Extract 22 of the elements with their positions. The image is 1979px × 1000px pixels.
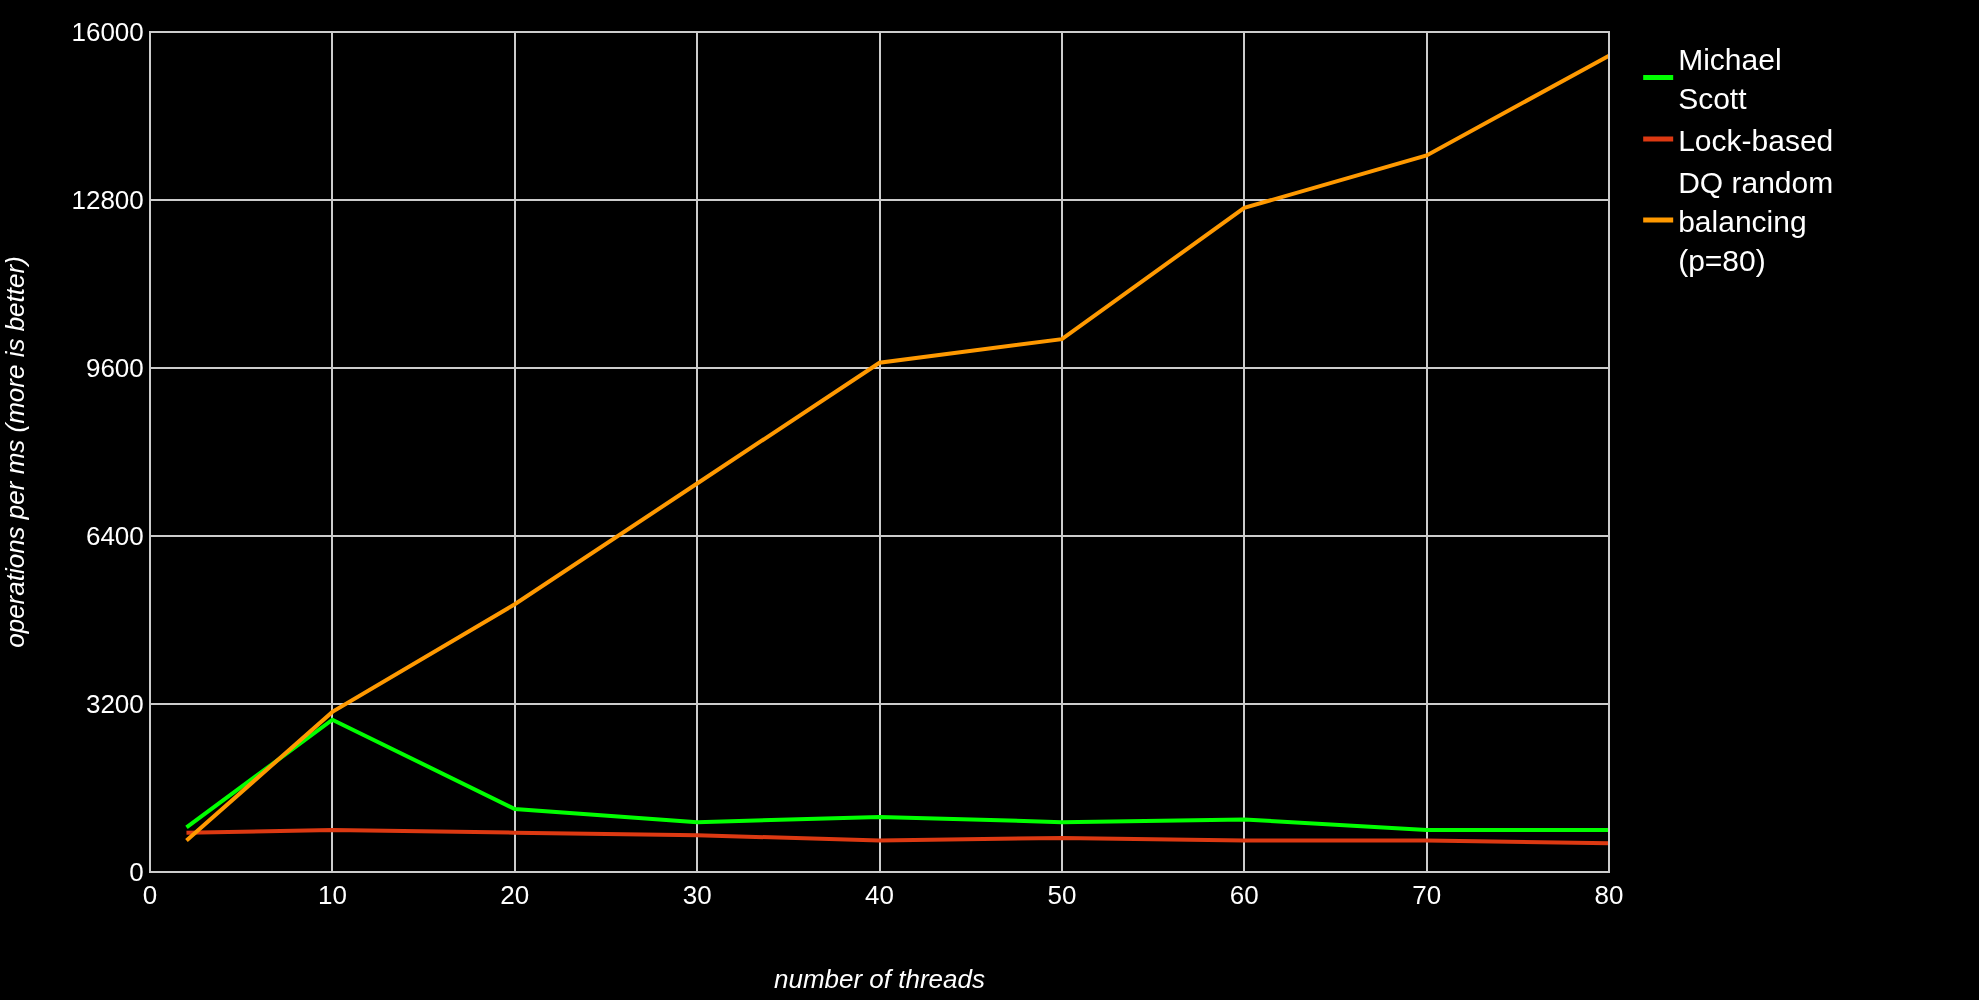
y-tick-label: 9600 (85, 353, 144, 384)
y-tick-label: 6400 (85, 521, 144, 552)
legend-label: Michael Scott (1678, 42, 1782, 115)
x-tick-label: 40 (865, 880, 894, 911)
x-axis-title: number of threads (773, 963, 986, 994)
x-tick-label: 20 (500, 880, 530, 911)
y-tick-label: 3200 (85, 689, 144, 720)
x-tick-label: 60 (1229, 880, 1259, 911)
x-tick-label: 80 (1594, 880, 1624, 911)
y-tick-label: 12800 (71, 185, 144, 216)
line-series (184, 828, 1609, 846)
x-tick-label: 70 (1412, 880, 1442, 911)
legend-label: DQ random balancing (p=80) (1678, 165, 1834, 277)
y-tick-label: 16000 (71, 17, 144, 48)
x-tick-label: 10 (317, 880, 347, 911)
line-series (184, 53, 1609, 843)
y-axis-title: operations per ms (more is better) (0, 256, 30, 648)
x-tick-label: 50 (1047, 880, 1077, 911)
y-tick-label: 0 (129, 857, 144, 888)
legend-label: Lock-based (1678, 123, 1834, 157)
x-tick-label: 30 (682, 880, 712, 911)
line-series (184, 717, 1609, 832)
